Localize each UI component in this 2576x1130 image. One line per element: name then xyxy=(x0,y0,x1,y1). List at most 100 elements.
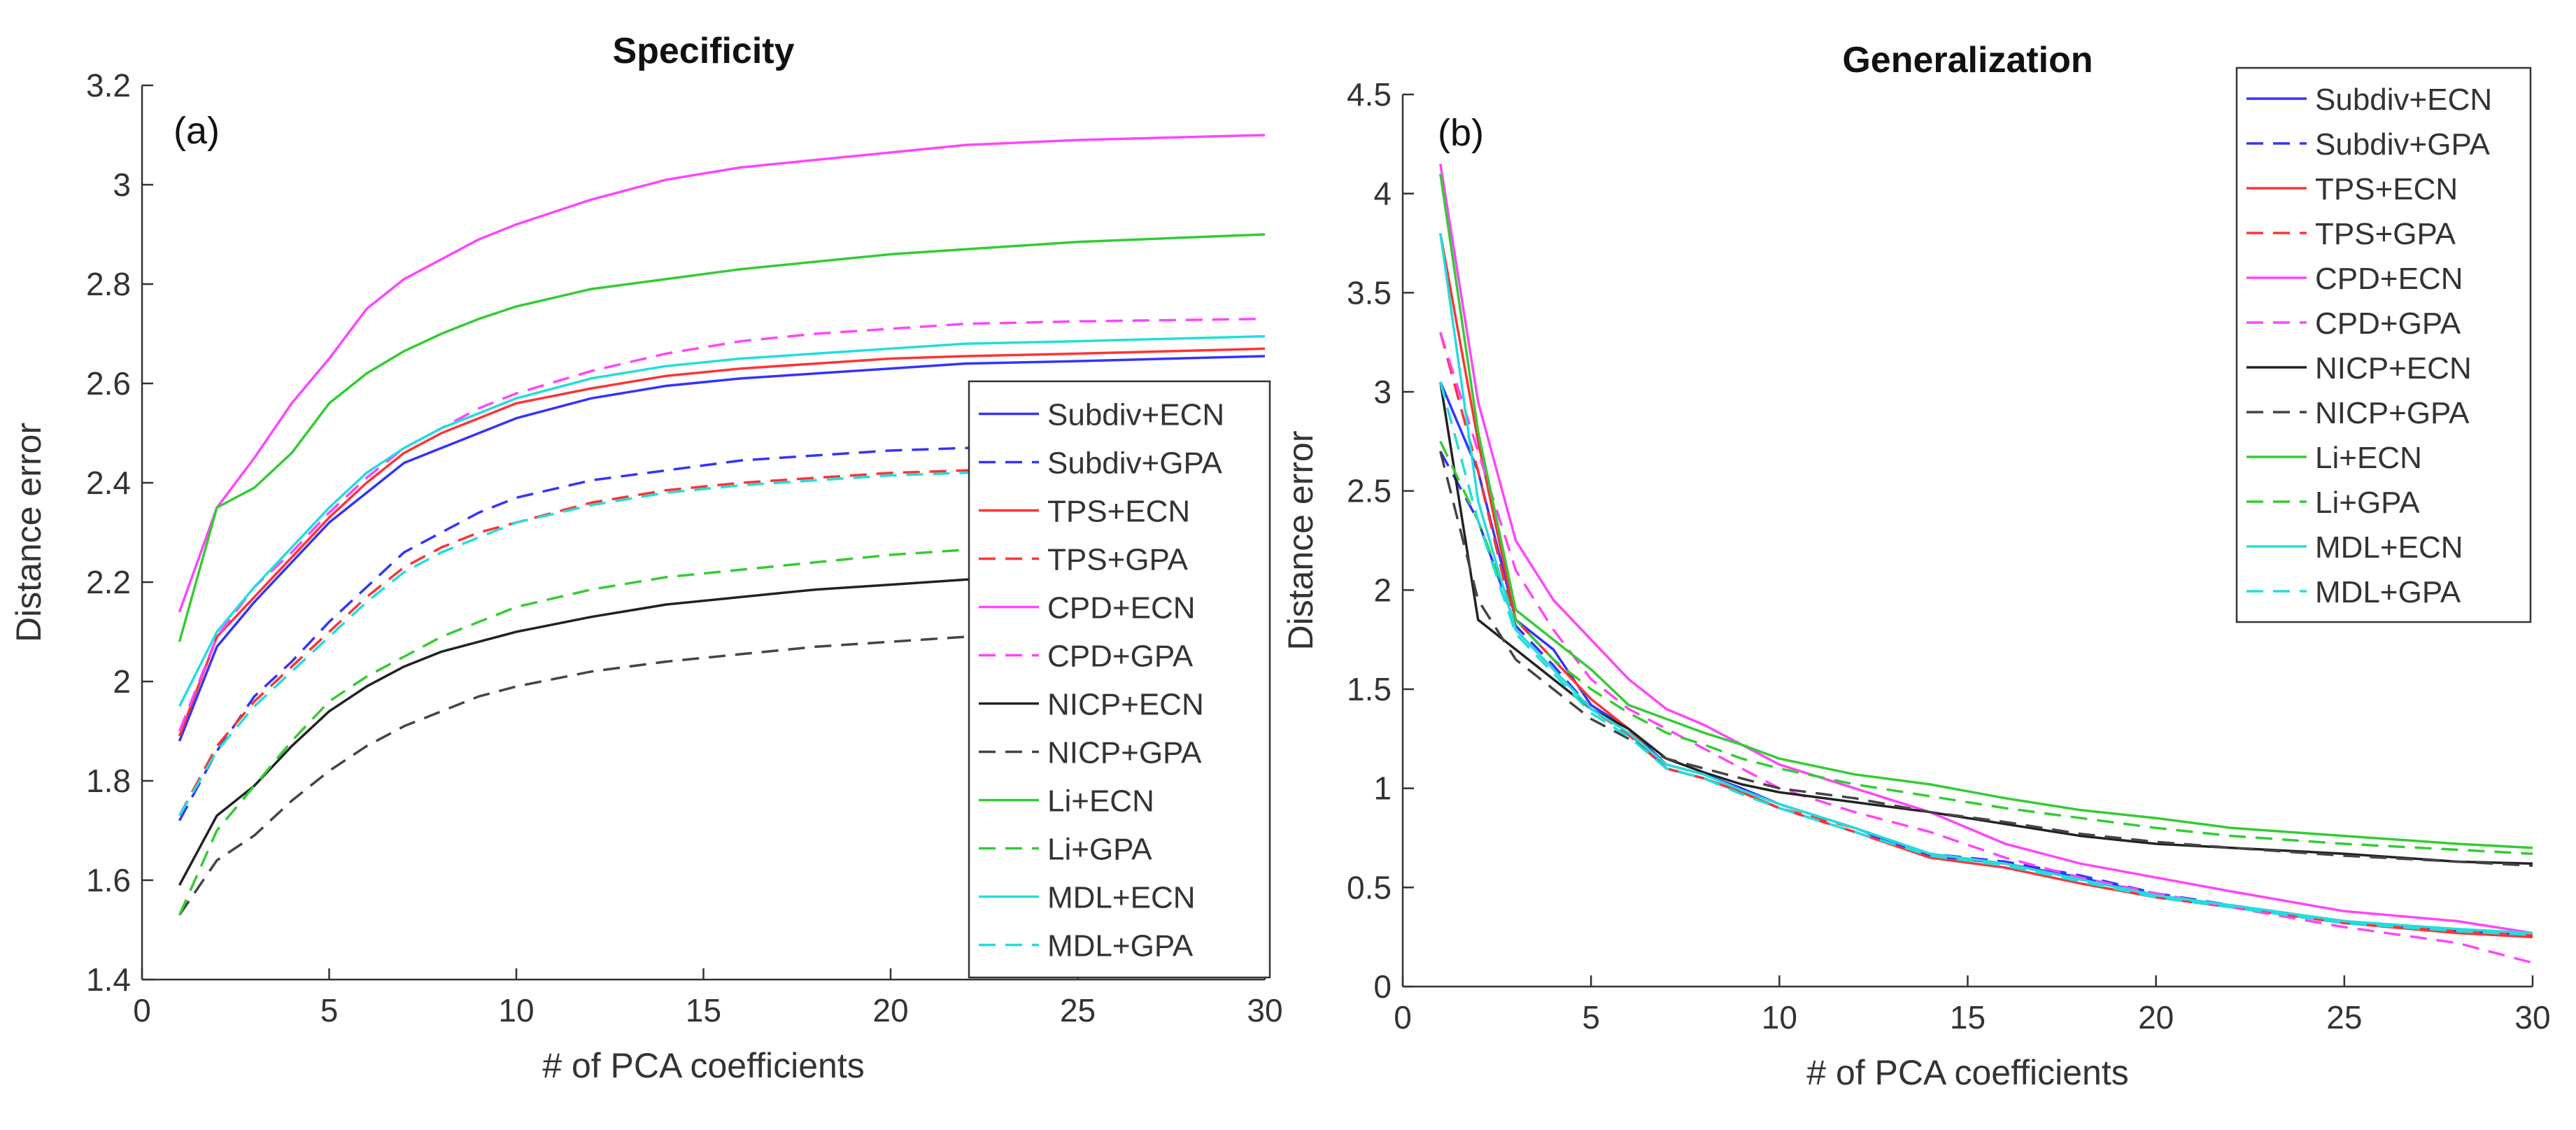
x-tick-label: 25 xyxy=(2326,999,2362,1036)
legend-label: NICP+GPA xyxy=(2315,396,2470,430)
legend-label: CPD+GPA xyxy=(2315,306,2461,341)
legend-label: TPS+ECN xyxy=(1047,495,1190,529)
series-line-li-gpa xyxy=(178,536,1266,916)
legend-item-subdiv-ecn: Subdiv+ECN xyxy=(979,398,1224,432)
series-line-nicp-gpa xyxy=(178,626,1266,916)
legend-label: Li+ECN xyxy=(1047,784,1154,819)
legend-item-tps-gpa: TPS+GPA xyxy=(2246,217,2456,251)
legend-item-cpd-gpa: CPD+GPA xyxy=(2246,306,2461,341)
y-tick-label: 3 xyxy=(113,167,131,203)
y-tick-label: 2.5 xyxy=(1347,473,1392,509)
y-tick-label: 1.5 xyxy=(1347,671,1392,707)
x-tick-label: 15 xyxy=(1950,999,1986,1036)
y-axis-label: Distance error xyxy=(1281,431,1320,651)
legend-item-li-gpa: Li+GPA xyxy=(2246,486,2420,520)
legend-item-subdiv-gpa: Subdiv+GPA xyxy=(2246,127,2491,162)
y-tick-label: 2 xyxy=(113,663,131,700)
legend-item-nicp-ecn: NICP+ECN xyxy=(2246,351,2472,386)
legend-label: Subdiv+ECN xyxy=(2315,83,2492,117)
legend-label: MDL+ECN xyxy=(2315,530,2463,565)
legend-item-li-ecn: Li+ECN xyxy=(979,784,1154,819)
series-group xyxy=(178,134,1266,916)
y-tick-label: 2.8 xyxy=(86,266,131,302)
legend-label: Subdiv+GPA xyxy=(1047,446,1223,481)
y-tick-label: 0 xyxy=(1373,968,1392,1005)
legend-label: MDL+ECN xyxy=(1047,881,1196,915)
series-line-nicp-gpa xyxy=(1439,451,2533,867)
legend-item-mdl-ecn: MDL+ECN xyxy=(2246,530,2463,565)
legend-item-nicp-gpa: NICP+GPA xyxy=(2246,396,2470,430)
x-tick-label: 15 xyxy=(686,992,721,1029)
series-line-mdl-ecn xyxy=(1439,233,2533,935)
legend-item-subdiv-gpa: Subdiv+GPA xyxy=(979,446,1223,481)
x-tick-label: 30 xyxy=(1247,992,1282,1029)
legend-label: Subdiv+GPA xyxy=(2315,127,2491,162)
chart-generalization: 0 5 10 15 20 25 30 0 0.5 1 1.5 2 2.5 3 3.5 4 4.5 Generali… xyxy=(1281,40,2551,1092)
legend-label: MDL+GPA xyxy=(1047,929,1194,963)
series-line-cpd-gpa xyxy=(178,317,1266,732)
y-tick-label: 4 xyxy=(1373,176,1392,212)
x-tick-label: 5 xyxy=(320,992,339,1029)
x-tick-label: 10 xyxy=(498,992,534,1029)
legend: Subdiv+ECN Subdiv+GPA TPS+ECN TPS+GPA CPD+EC… xyxy=(2235,66,2532,623)
legend-label: TPS+GPA xyxy=(1047,543,1189,577)
x-tick-label: 0 xyxy=(1394,999,1412,1036)
legend-item-cpd-ecn: CPD+ECN xyxy=(979,591,1196,626)
y-tick-label: 1.8 xyxy=(86,763,131,799)
chart-specificity: 0 5 10 15 20 25 30 1.4 1.6 1.8 2 2.2 2.4 2.6 2.8 3 3.2 Sp… xyxy=(9,31,1283,1085)
legend-item-mdl-gpa: MDL+GPA xyxy=(979,929,1194,963)
legend-label: NICP+ECN xyxy=(1047,688,1204,722)
series-line-subdiv-ecn xyxy=(178,355,1266,742)
x-axis-label: # of PCA coefficients xyxy=(1806,1053,2128,1092)
legend-item-li-ecn: Li+ECN xyxy=(2246,441,2422,475)
legend-label: CPD+ECN xyxy=(1047,591,1196,626)
series-line-cpd-ecn xyxy=(178,134,1266,613)
legend-item-nicp-gpa: NICP+GPA xyxy=(979,736,1202,770)
series-group xyxy=(1439,163,2533,964)
x-tick-label: 10 xyxy=(1762,999,1797,1036)
legend-label: NICP+GPA xyxy=(1047,736,1202,770)
series-line-nicp-ecn xyxy=(1439,381,2533,866)
y-tick-label: 4.5 xyxy=(1347,76,1392,113)
legend-label: Li+GPA xyxy=(1047,833,1152,867)
legend-label: TPS+ECN xyxy=(2315,172,2458,206)
legend-label: NICP+ECN xyxy=(2315,351,2472,386)
legend-item-nicp-ecn: NICP+ECN xyxy=(979,688,1204,722)
legend-item-tps-gpa: TPS+GPA xyxy=(979,543,1189,577)
legend-item-cpd-ecn: CPD+ECN xyxy=(2246,262,2463,296)
series-line-subdiv-gpa xyxy=(178,442,1266,821)
legend-item-tps-ecn: TPS+ECN xyxy=(979,495,1190,529)
y-tick-label: 1.4 xyxy=(86,961,131,998)
x-tick-label: 25 xyxy=(1060,992,1096,1029)
legend: Subdiv+ECN Subdiv+GPA TPS+ECN TPS+GPA CPD+EC… xyxy=(968,380,1271,979)
chart-title: Generalization xyxy=(1842,40,2093,80)
legend-item-mdl-ecn: MDL+ECN xyxy=(979,881,1196,915)
series-line-li-gpa xyxy=(1439,441,2533,855)
legend-label: CPD+ECN xyxy=(2315,262,2463,296)
series-line-mdl-gpa xyxy=(178,466,1266,817)
series-line-li-ecn xyxy=(178,233,1266,642)
series-line-mdl-ecn xyxy=(178,334,1266,707)
legend-item-subdiv-ecn: Subdiv+ECN xyxy=(2246,83,2492,117)
y-tick-label: 3.2 xyxy=(86,67,131,104)
legend-item-tps-ecn: TPS+ECN xyxy=(2246,172,2458,206)
y-tick-label: 3 xyxy=(1373,374,1392,410)
panel-label: (b) xyxy=(1438,112,1484,154)
chart-title: Specificity xyxy=(612,31,794,71)
x-tick-label: 20 xyxy=(872,992,908,1029)
series-line-cpd-ecn xyxy=(1439,163,2533,935)
series-line-tps-gpa xyxy=(178,461,1266,817)
y-tick-label: 2 xyxy=(1373,572,1392,608)
legend-label: MDL+GPA xyxy=(2315,575,2461,609)
x-tick-label: 5 xyxy=(1582,999,1600,1036)
legend-box xyxy=(968,380,1271,979)
y-tick-label: 2.2 xyxy=(86,564,131,600)
legend-label: CPD+GPA xyxy=(1047,640,1194,674)
x-tick-label: 20 xyxy=(2138,999,2174,1036)
y-tick-label: 2.6 xyxy=(86,365,131,402)
x-tick-label: 30 xyxy=(2514,999,2550,1036)
panel-label: (a) xyxy=(174,110,220,152)
y-axis-label: Distance error xyxy=(9,423,48,642)
